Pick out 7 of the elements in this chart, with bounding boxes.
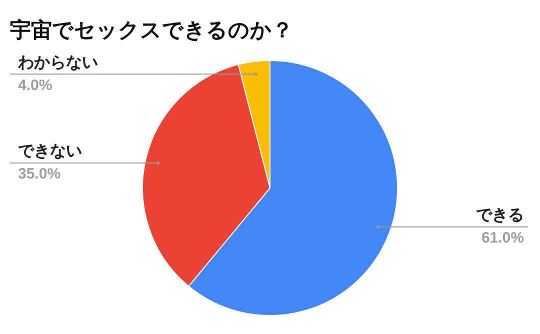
slice-label: わからない xyxy=(17,52,98,72)
slice-label: できる xyxy=(476,205,524,224)
chart-title: 宇宙でセックスできるのか？ xyxy=(10,17,293,44)
slice-label: できない xyxy=(18,141,82,160)
data-label: 61.0% xyxy=(481,230,524,247)
data-label: 35.0% xyxy=(18,166,61,183)
data-label: 4.0% xyxy=(18,76,52,94)
